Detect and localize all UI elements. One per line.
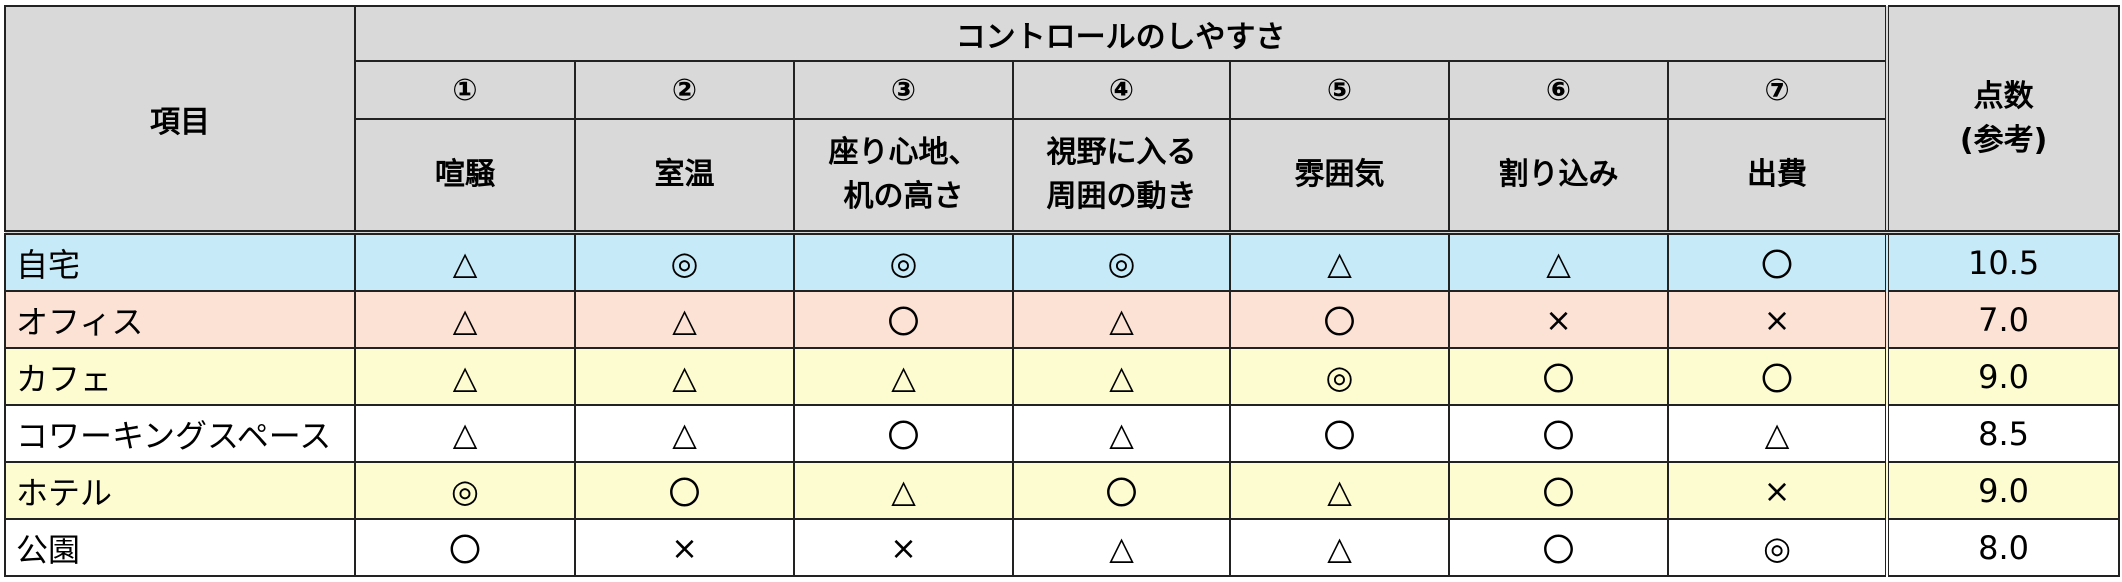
- rating-cell: ×: [1666, 290, 1889, 349]
- column-label-line1: 座り心地、: [828, 135, 979, 170]
- rating-cell: △: [354, 404, 576, 463]
- column-label-line1: 視野に入る: [1046, 135, 1197, 170]
- rating-cell: △: [574, 347, 795, 406]
- column-number-1: ①: [354, 60, 576, 120]
- rating-cell: △: [354, 290, 576, 349]
- rating-cell: ◎: [1012, 231, 1231, 292]
- column-label-5: 雰囲気: [1229, 118, 1450, 235]
- row-name: コワーキングスペース: [4, 404, 356, 463]
- rating-cell: ◎: [793, 231, 1014, 292]
- column-number-3: ③: [793, 60, 1014, 120]
- column-label-6: 割り込み: [1448, 118, 1669, 235]
- table-row: オフィス △ △ 〇 △ 〇 × × 7.0: [4, 290, 2121, 349]
- row-name: 公園: [4, 518, 356, 577]
- rating-cell: △: [574, 290, 795, 349]
- rating-cell: 〇: [1448, 518, 1669, 577]
- group-header: コントロールのしやすさ: [353, 5, 1889, 62]
- column-label-4: 視野に入る周囲の動き: [1012, 118, 1231, 235]
- rating-cell: △: [1012, 404, 1231, 463]
- rating-cell: △: [793, 347, 1014, 406]
- table-row: カフェ △ △ △ △ ◎ 〇〇 9.0: [4, 347, 2121, 406]
- table-row: ホテル ◎ 〇 △ 〇 △ 〇 × 9.0: [4, 461, 2121, 520]
- score-cell: 7.0: [1885, 290, 2121, 349]
- rating-cell: △: [1229, 461, 1450, 520]
- rating-cell: 〇: [354, 518, 576, 577]
- column-label-2: 室温: [574, 118, 795, 235]
- rating-cell: △: [1448, 231, 1669, 292]
- rating-cell: 〇: [1229, 404, 1450, 463]
- rating-cell: △: [354, 347, 576, 406]
- rating-cell: △: [1012, 290, 1231, 349]
- score-cell: 9.0: [1885, 461, 2121, 520]
- rating-cell: 〇: [1448, 404, 1669, 463]
- rating-cell: △: [1012, 347, 1231, 406]
- row-name: 自宅: [4, 231, 356, 292]
- score-header-line1: 点数: [1973, 78, 2034, 114]
- column-label-3: 座り心地、 机の高さ: [793, 118, 1014, 235]
- score-cell: 8.5: [1885, 404, 2121, 463]
- column-number-2: ②: [574, 60, 795, 120]
- column-number-5: ⑤: [1229, 60, 1450, 120]
- score-header: 点数 (参考): [1885, 5, 2121, 235]
- column-label-line2: 周囲の動き: [1046, 179, 1197, 214]
- column-number-4: ④: [1012, 60, 1231, 120]
- rating-cell: △: [1666, 404, 1889, 463]
- table-row: コワーキングスペース △ △ 〇 △ 〇〇 △ 8.5: [4, 404, 2121, 463]
- rating-cell: ◎: [1666, 518, 1889, 577]
- rating-cell: ×: [1448, 290, 1669, 349]
- rating-cell: 〇: [1012, 461, 1231, 520]
- rating-cell: 〇: [793, 404, 1014, 463]
- column-number-7: ⑦: [1666, 60, 1889, 120]
- rating-cell: △: [354, 231, 576, 292]
- score-cell: 10.5: [1885, 231, 2121, 292]
- rating-cell: 〇: [793, 290, 1014, 349]
- row-name: カフェ: [4, 347, 356, 406]
- rating-cell: ◎: [1229, 347, 1450, 406]
- row-name: オフィス: [4, 290, 356, 349]
- score-cell: 9.0: [1885, 347, 2121, 406]
- rating-cell: △: [1229, 518, 1450, 577]
- score-header-line2: (参考): [1959, 122, 2048, 158]
- rating-cell: ◎: [354, 461, 576, 520]
- rating-cell: ×: [574, 518, 795, 577]
- rating-cell: △: [1229, 231, 1450, 292]
- rating-cell: △: [1012, 518, 1231, 577]
- column-label-1: 喧騒: [354, 118, 576, 235]
- table-row: 公園〇 × × △ △ 〇 ◎ 8.0: [4, 518, 2121, 577]
- column-label-7: 出費: [1666, 118, 1889, 235]
- rating-cell: 〇: [1229, 290, 1450, 349]
- rating-cell: ◎: [574, 231, 795, 292]
- column-number-6: ⑥: [1448, 60, 1669, 120]
- rating-cell: 〇: [1448, 347, 1669, 406]
- rating-cell: 〇: [1448, 461, 1669, 520]
- item-header: 項目: [4, 5, 356, 235]
- rating-cell: 〇: [1666, 231, 1889, 292]
- rating-cell: ×: [1666, 461, 1889, 520]
- rating-cell: 〇: [1666, 347, 1889, 406]
- row-name: ホテル: [4, 461, 356, 520]
- rating-cell: △: [793, 461, 1014, 520]
- table-row: 自宅 △ ◎ ◎ ◎ △ △ 〇 10.5: [4, 231, 2121, 292]
- score-cell: 8.0: [1885, 518, 2121, 577]
- column-label-line2: 机の高さ: [843, 179, 964, 214]
- rating-cell: ×: [793, 518, 1014, 577]
- rating-cell: △: [574, 404, 795, 463]
- rating-cell: 〇: [574, 461, 795, 520]
